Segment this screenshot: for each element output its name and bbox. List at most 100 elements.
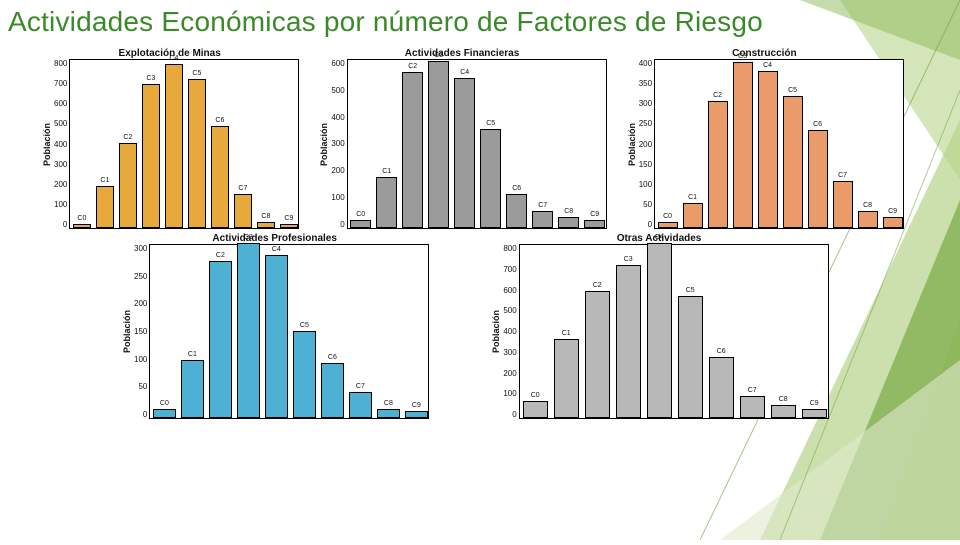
bar-label: C1 [382,168,391,175]
y-tick: 0 [512,410,516,419]
bar-label: C2 [593,282,602,289]
y-tick: 600 [503,286,516,295]
chart-financieras: Actividades FinancierasPoblación60050040… [317,48,606,229]
bar-label: C9 [412,402,421,409]
bar-label: C0 [663,213,672,220]
y-tick: 50 [643,200,652,209]
y-tick: 300 [134,244,147,253]
chart-profesionales: Actividades ProfesionalesPoblación300250… [120,233,429,419]
y-tick: 200 [503,369,516,378]
bar [96,186,114,229]
charts-row-2: Actividades ProfesionalesPoblación300250… [0,229,960,419]
y-tick: 400 [54,140,67,149]
y-tick: 800 [503,244,516,253]
chart-otras: Otras ActividadesPoblación80070060050040… [489,233,828,419]
y-tick: 350 [639,79,652,88]
y-tick: 300 [503,348,516,357]
bar-label: C6 [328,354,337,361]
bar [683,203,703,229]
bar [257,222,275,228]
charts-row-1: Explotación de MinasPoblación80070060050… [0,40,960,229]
y-axis-label: Población [625,59,639,229]
bar-label: C2 [408,63,417,70]
plot-area: C0C1C2C3C4C5C6C7C8C9 [654,59,904,229]
y-tick: 500 [503,306,516,315]
bar [616,265,641,418]
bar-label: C8 [863,202,872,209]
y-tick: 100 [54,200,67,209]
bar [523,401,548,419]
bar [165,64,183,228]
bar [211,126,229,228]
bar-label: C2 [123,134,132,141]
bar-label: C0 [531,392,540,399]
bar [234,194,252,228]
bar-label: C4 [169,55,178,62]
bar [783,96,803,228]
bar [558,217,579,228]
plot-wrap: Población6005004003002001000C0C1C2C3C4C5… [317,59,606,229]
y-ticks: 6005004003002001000 [331,59,346,229]
bar [188,79,206,228]
bar [377,409,399,418]
bar [402,72,423,228]
chart-construccion: ConstrucciónPoblación4003503002502001501… [625,48,904,229]
bar-label: C7 [748,387,757,394]
bar-label: C7 [538,202,547,209]
bar-label: C7 [238,185,247,192]
bar-label: C2 [216,252,225,259]
y-tick: 250 [639,119,652,128]
bar-label: C1 [688,194,697,201]
y-axis-label: Población [317,59,331,229]
bar-label: C0 [77,215,86,222]
bar [428,61,449,228]
bar [532,211,553,228]
y-tick: 50 [138,382,147,391]
bar-label: C8 [261,213,270,220]
y-tick: 0 [648,220,652,229]
y-tick: 600 [54,99,67,108]
y-tick: 500 [54,119,67,128]
bar [153,409,175,418]
bar [858,211,878,228]
bar [142,84,160,229]
bar-label: C3 [738,53,747,60]
y-tick: 0 [143,410,147,419]
bar-label: C8 [384,400,393,407]
bar-label: C5 [300,322,309,329]
bar-label: C6 [717,348,726,355]
bar-label: C4 [460,69,469,76]
plot-wrap: Población8007006005004003002001000C0C1C2… [489,244,828,419]
bar [181,360,203,418]
bar-label: C5 [192,70,201,77]
y-tick: 700 [503,265,516,274]
plot-area: C0C1C2C3C4C5C6C7C8C9 [519,244,829,419]
y-ticks: 300250200150100500 [134,244,149,419]
bar [454,78,475,228]
bar-label: C8 [779,396,788,403]
bar-label: C3 [624,256,633,263]
bar [293,331,315,419]
bar-label: C5 [788,87,797,94]
bar [119,143,137,228]
bar-label: C1 [562,330,571,337]
bar-label: C8 [564,208,573,215]
bar-label: C7 [356,383,365,390]
y-ticks: 8007006005004003002001000 [54,59,69,229]
bar-label: C4 [763,62,772,69]
bar-label: C9 [590,211,599,218]
bar [480,129,501,228]
y-tick: 500 [331,86,344,95]
y-tick: 300 [331,139,344,148]
bar [350,220,371,229]
bar [647,243,672,418]
y-tick: 700 [54,79,67,88]
bar-label: C6 [215,117,224,124]
bar [73,224,91,228]
plot-wrap: Población8007006005004003002001000C0C1C2… [40,59,299,229]
bar [585,291,610,418]
plot-wrap: Población300250200150100500C0C1C2C3C4C5C… [120,244,429,419]
chart-title: Actividades Profesionales [120,233,429,244]
bar [265,255,287,418]
y-axis-label: Población [40,59,54,229]
